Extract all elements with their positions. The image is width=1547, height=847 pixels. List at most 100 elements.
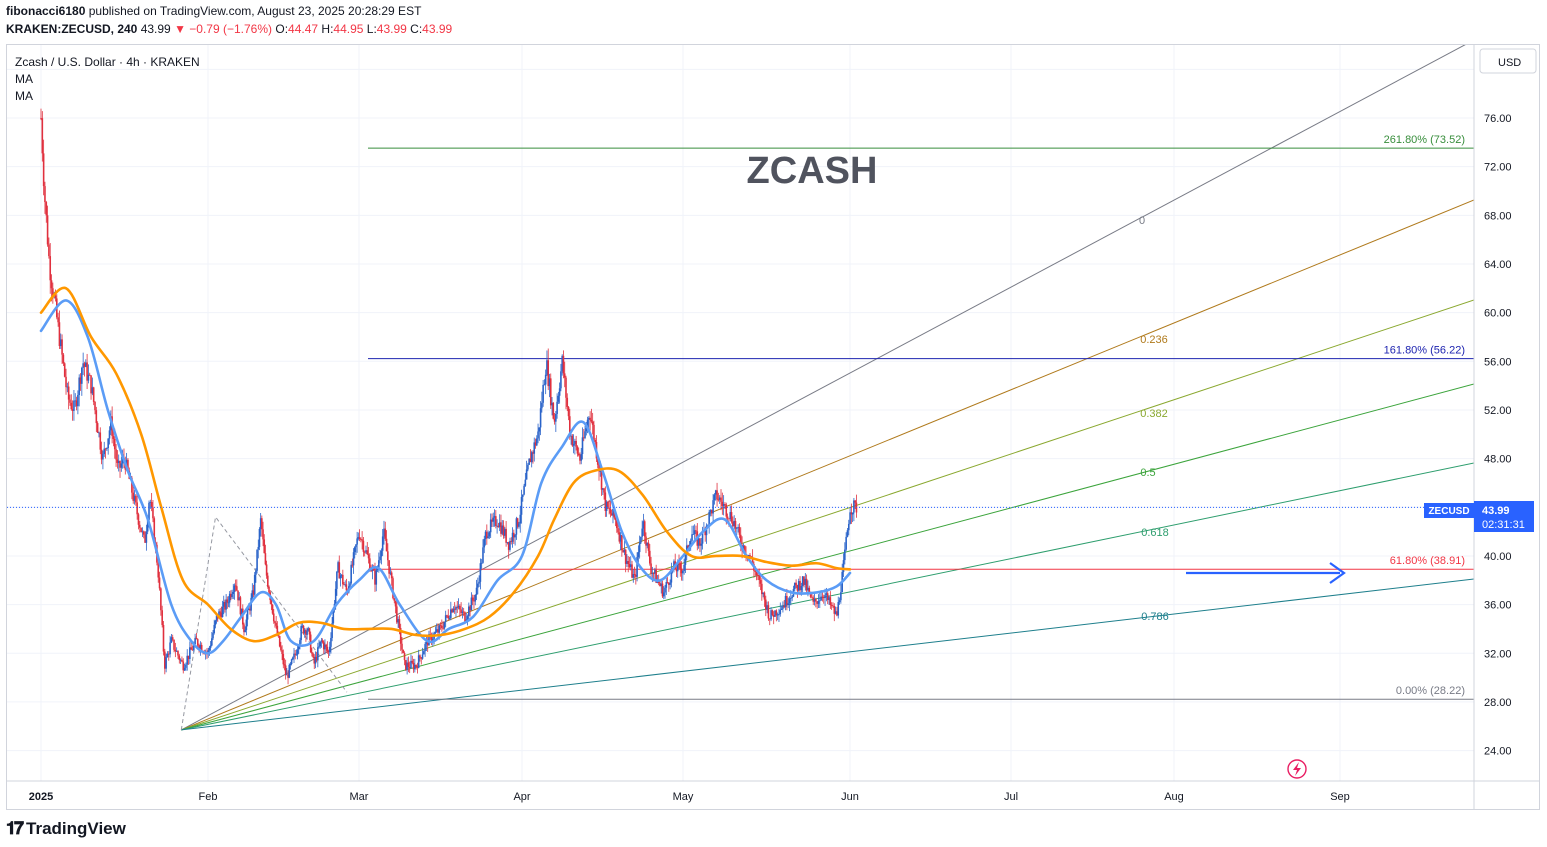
candle-body	[496, 525, 498, 527]
candle-body	[692, 534, 695, 535]
candle-body	[495, 516, 497, 526]
candle-body	[351, 564, 354, 566]
candle-body	[574, 440, 576, 444]
candle-body	[355, 544, 357, 548]
candle-body	[451, 609, 453, 613]
candle-body	[730, 512, 733, 522]
time-axis[interactable]: 2025 Feb Mar Apr May Jun Jul Aug Sep	[29, 791, 1350, 803]
candle-body	[179, 659, 182, 661]
legend-title[interactable]: Zcash / U.S. Dollar · 4h · KRAKEN	[15, 55, 200, 69]
candle-body	[57, 317, 59, 323]
candle-body	[263, 539, 266, 554]
candle-body	[158, 577, 161, 589]
candle-body	[575, 440, 577, 447]
candle-body	[209, 645, 212, 648]
candle-body	[215, 615, 218, 621]
legend-ma-1[interactable]: MA	[15, 72, 33, 86]
candle-body	[786, 595, 788, 605]
candle-body	[590, 419, 593, 422]
candle-body	[699, 538, 701, 546]
y-tick-label: 40.00	[1484, 551, 1512, 563]
candle-body	[356, 538, 358, 545]
candle-body	[733, 520, 735, 527]
candle-body	[637, 552, 640, 557]
x-tick-label: May	[673, 791, 694, 803]
candle-body	[462, 611, 465, 613]
candle-body	[562, 355, 565, 374]
symbol-line: KRAKEN:ZECUSD, 240	[6, 22, 138, 36]
candle-body	[530, 452, 533, 463]
candle-body	[560, 371, 562, 389]
candle-body	[828, 597, 830, 600]
candle-body	[722, 503, 725, 507]
candle-body	[228, 593, 231, 603]
candle-body	[387, 551, 389, 561]
candle-body	[212, 633, 214, 639]
candle-body	[621, 535, 623, 551]
candle-body	[343, 584, 345, 586]
candle-body	[537, 431, 539, 439]
candle-body	[534, 442, 537, 446]
candle-body	[307, 628, 310, 631]
price-axis[interactable]: 24.0028.0032.0036.0040.0044.0048.0052.00…	[1484, 64, 1512, 757]
candle-body	[518, 523, 520, 527]
fib-speed-fan[interactable]: 0 0.236 0.382 0.5 0.618 0.786	[181, 40, 1474, 731]
candle-body	[519, 514, 522, 524]
candle-body	[532, 452, 534, 454]
candle-body	[539, 408, 542, 428]
candle-body	[844, 549, 846, 561]
candle-body	[265, 564, 268, 576]
candle-body	[763, 592, 766, 600]
candle-body	[479, 563, 482, 582]
candle-body	[321, 640, 324, 643]
candle-body	[502, 525, 505, 536]
fan-label: 0.5	[1140, 467, 1155, 479]
candle-body	[365, 550, 367, 553]
zcash-annotation[interactable]: ZCASH	[747, 150, 878, 192]
fan-label: 0	[1139, 215, 1145, 227]
candle-body	[459, 605, 461, 610]
candle-body	[367, 554, 370, 559]
candle-body	[525, 469, 528, 480]
candle-body	[548, 378, 551, 387]
tv-logo-icon: 𝟏𝟕	[6, 818, 24, 838]
candle-body	[73, 400, 75, 411]
candle-body	[295, 654, 298, 656]
candle-body	[424, 644, 426, 652]
fib-extension[interactable]: 261.80% (73.52) 161.80% (56.22) 61.80% (38…	[368, 134, 1474, 700]
candle-body	[399, 628, 402, 644]
fan-label: 0.786	[1141, 611, 1169, 623]
candle-body	[435, 629, 438, 632]
candle-body	[464, 612, 466, 622]
candle-body	[605, 501, 608, 511]
candle-body	[635, 575, 637, 577]
candle-body	[675, 569, 678, 572]
candle-body	[135, 495, 137, 503]
candle-body	[148, 502, 150, 521]
candle-body	[232, 591, 235, 594]
y-tick-label: 64.00	[1484, 259, 1512, 271]
fib-anchor-triangle[interactable]	[180, 515, 348, 730]
candle-body	[585, 427, 588, 432]
candle-body	[394, 600, 397, 607]
legend-ma-2[interactable]: MA	[15, 89, 33, 103]
candle-body	[474, 594, 477, 602]
high-label: H:	[321, 22, 334, 36]
candle-body	[252, 590, 255, 595]
candle-body	[361, 539, 363, 541]
candle-body	[594, 439, 596, 442]
projection-arrow[interactable]	[1186, 562, 1346, 584]
tradingview-logo[interactable]: 𝟏𝟕 TradingView	[6, 818, 126, 839]
candle-body	[846, 530, 849, 537]
author-name[interactable]: fibonacci6180	[6, 4, 86, 18]
candle-body	[181, 659, 183, 662]
candle-body	[471, 597, 474, 601]
candle-body	[131, 477, 133, 493]
flash-icon[interactable]	[1287, 759, 1307, 779]
candle-body	[522, 494, 524, 497]
candle-body	[487, 536, 489, 539]
candle-body	[755, 571, 758, 576]
candle-body	[345, 584, 348, 591]
currency-button[interactable]: USD	[1479, 48, 1537, 74]
